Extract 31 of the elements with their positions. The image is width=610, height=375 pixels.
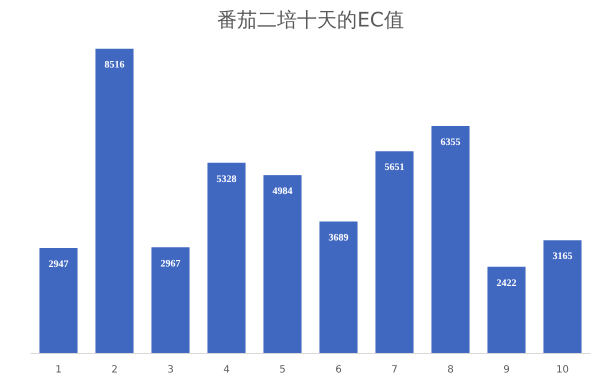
bar — [95, 48, 134, 354]
data-label: 8516 — [104, 60, 124, 71]
x-tick-label: 10 — [556, 364, 569, 375]
data-label: 2422 — [496, 278, 516, 289]
x-tick-label: 7 — [391, 364, 398, 375]
data-label: 3689 — [328, 232, 348, 244]
data-label: 3165 — [552, 251, 572, 262]
bar — [487, 266, 526, 354]
data-label: 2947 — [48, 259, 68, 270]
x-tick-label: 8 — [447, 364, 454, 375]
bar — [543, 240, 582, 354]
data-label: 4984 — [272, 186, 292, 198]
x-tick-label: 1 — [55, 364, 62, 375]
bar — [319, 221, 358, 354]
x-tick-label: 9 — [503, 364, 510, 375]
x-tick-label: 4 — [223, 364, 230, 375]
data-label: 5328 — [216, 174, 236, 185]
bar — [151, 247, 190, 354]
data-label: 6355 — [440, 137, 460, 148]
bar — [207, 162, 246, 354]
bar — [39, 248, 78, 354]
bar — [263, 175, 302, 354]
x-tick-label: 5 — [279, 364, 286, 375]
x-tick-label: 3 — [167, 364, 174, 375]
data-label: 2967 — [160, 258, 180, 270]
bar — [375, 151, 414, 354]
x-tick-label: 6 — [335, 364, 342, 375]
x-tick-label: 2 — [111, 364, 118, 375]
bar — [431, 126, 470, 354]
data-label: 5651 — [384, 162, 404, 174]
chart-title: 番茄二培十天的EC值 — [217, 8, 404, 32]
